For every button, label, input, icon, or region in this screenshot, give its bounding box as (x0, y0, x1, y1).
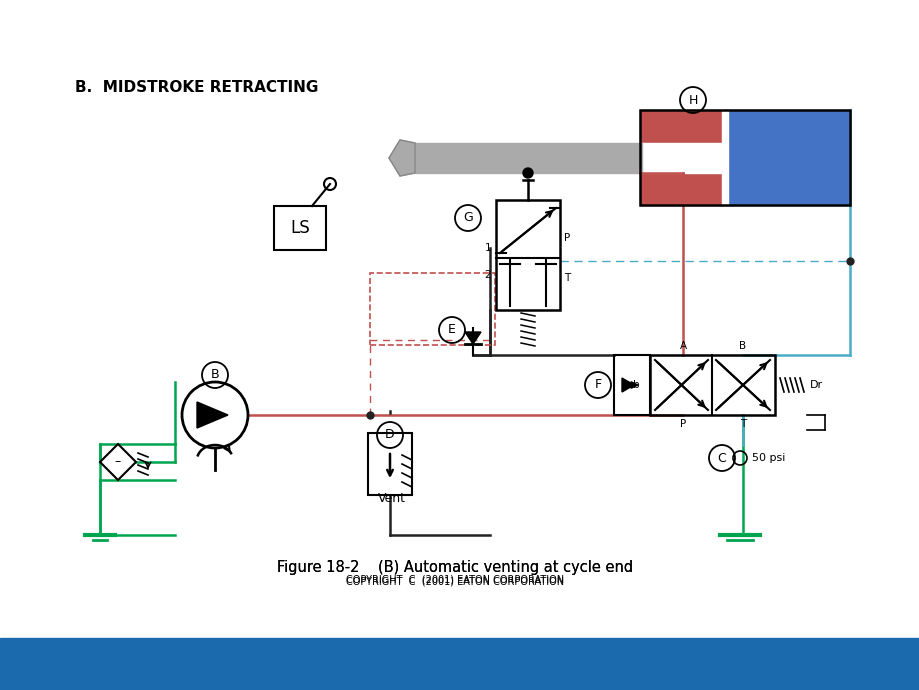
Polygon shape (389, 140, 414, 176)
Text: 50 psi: 50 psi (751, 453, 785, 463)
Bar (368, 433, 412, 495)
Bar (414, 143, 641, 173)
Text: B: B (210, 368, 219, 382)
Bar (640, 110, 724, 205)
Bar (721, 110, 727, 205)
Text: Dr: Dr (809, 380, 823, 390)
Bar (640, 110, 849, 205)
Text: B.  MIDSTROKE RETRACTING: B. MIDSTROKE RETRACTING (75, 80, 318, 95)
Text: N: N (875, 651, 897, 677)
Bar (369, 273, 494, 345)
Polygon shape (621, 378, 633, 392)
Text: Figure 18-2    (B) Automatic venting at cycle end: Figure 18-2 (B) Automatic venting at cyc… (277, 560, 632, 575)
Text: G: G (462, 212, 472, 224)
Text: P: P (563, 233, 570, 243)
Text: C: C (717, 451, 726, 464)
Text: B: B (739, 341, 745, 351)
Text: P: P (679, 419, 686, 429)
Text: b: b (632, 380, 640, 390)
Polygon shape (464, 332, 481, 344)
Text: COPYRIGHT  C  (2001) EATON CORPORATION: COPYRIGHT C (2001) EATON CORPORATION (346, 575, 563, 585)
Text: T: T (563, 273, 570, 283)
Text: COPYRIGHT  C  (2001) EATON CORPORATION: COPYRIGHT C (2001) EATON CORPORATION (346, 576, 563, 586)
Polygon shape (197, 402, 228, 428)
Text: 1: 1 (483, 243, 491, 253)
Text: D: D (385, 428, 394, 442)
Bar (640, 143, 724, 173)
Text: T: T (739, 419, 745, 429)
Text: •: • (849, 648, 865, 676)
Text: Vent: Vent (378, 492, 405, 505)
Bar (650, 355, 774, 415)
Text: LS: LS (289, 219, 310, 237)
Bar (0, 638, 919, 690)
Text: H: H (687, 94, 697, 106)
Text: F: F (594, 379, 601, 391)
Text: –: – (115, 455, 121, 469)
Bar (495, 200, 560, 310)
Circle shape (522, 168, 532, 178)
Text: EAT: EAT (789, 651, 844, 677)
Text: 2: 2 (483, 270, 491, 280)
Text: Figure 18-2    (B) Automatic venting at cycle end: Figure 18-2 (B) Automatic venting at cyc… (277, 560, 632, 575)
Text: E: E (448, 324, 456, 337)
Bar (274, 206, 325, 250)
Bar (613, 355, 650, 415)
Bar (724, 110, 849, 205)
Text: A: A (679, 341, 686, 351)
